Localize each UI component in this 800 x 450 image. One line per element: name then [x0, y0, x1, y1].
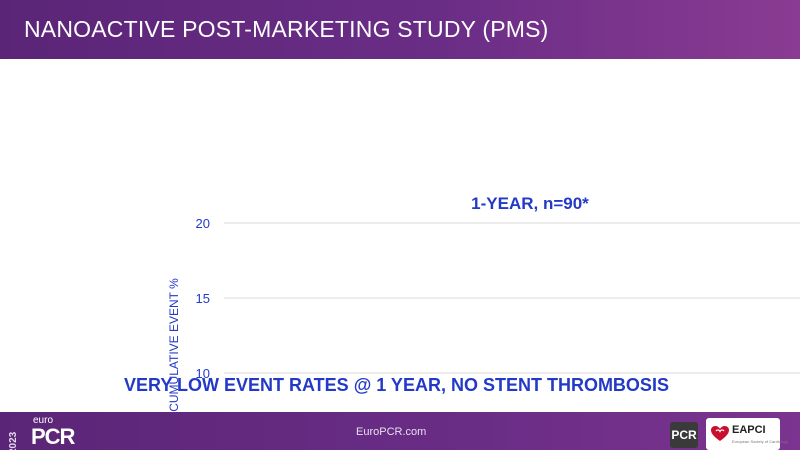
slide-title: NANOACTIVE POST-MARKETING STUDY (PMS) [24, 16, 549, 42]
eapci-text: EAPCI [732, 424, 766, 436]
y-axis-label: CUMULATIVE EVENT % [167, 278, 181, 412]
eapci-subtext: European Society of Cardiology [732, 439, 789, 444]
footer-url: EuroPCR.com [356, 426, 427, 438]
y-tick-label: 10 [196, 366, 210, 381]
headline-banner: VERY LOW EVENT RATES @ 1 YEAR, NO STENT … [124, 375, 669, 395]
heart-icon [711, 426, 729, 441]
y-axis-ticks: 2015105 [196, 216, 210, 450]
pcr-badge-logo: PCR [670, 422, 698, 448]
y-tick-label: 15 [196, 291, 210, 306]
europcr-logo: PCR [31, 424, 75, 449]
y-tick-label: 20 [196, 216, 210, 231]
eapci-logo: EAPCI European Society of Cardiology [706, 418, 788, 450]
slide-footer: 2023 euro PCR EuroPCR.com PCR EAPCI Euro… [0, 412, 800, 450]
slide-header: NANOACTIVE POST-MARKETING STUDY (PMS) [0, 0, 800, 59]
footer-year: 2023 [8, 431, 19, 450]
footer-brand-prefix: euro [33, 415, 54, 426]
chart-title: 1-YEAR, n=90* [471, 194, 589, 213]
